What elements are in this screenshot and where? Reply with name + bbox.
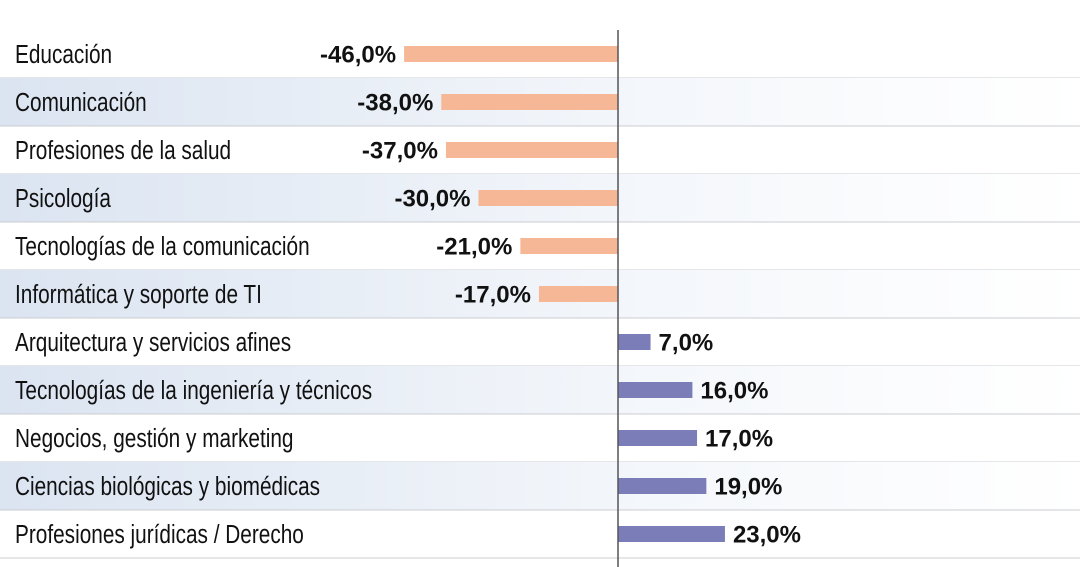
value-label: 17,0% [705, 425, 773, 452]
bar [618, 334, 651, 350]
bar [618, 478, 707, 494]
plot: Educación Comunicación Profesiones de la s… [15, 40, 801, 549]
category-labels: Educación Comunicación Profesiones de la s… [15, 40, 372, 549]
row-stripe [0, 366, 1080, 414]
value-label: 19,0% [714, 473, 782, 500]
value-label: -37,0% [362, 137, 438, 164]
category-label: Negocios, gestión y marketing [15, 424, 293, 453]
category-label: Ciencias biológicas y biomédicas [15, 472, 320, 501]
bar [618, 526, 725, 542]
bar [538, 286, 618, 302]
bar [478, 190, 618, 206]
category-label: Arquitectura y servicios afines [15, 328, 291, 357]
value-label: -30,0% [394, 185, 470, 212]
category-label: Comunicación [15, 88, 147, 117]
row-stripe [0, 462, 1080, 510]
bar [445, 142, 618, 158]
category-label: Tecnologías de la ingeniería y técnicos [15, 376, 372, 405]
category-label: Profesiones jurídicas / Derecho [15, 520, 304, 549]
value-label: -21,0% [436, 233, 512, 260]
bar [404, 46, 618, 62]
category-label: Tecnologías de la comunicación [15, 232, 310, 261]
category-label: Psicología [15, 184, 112, 213]
value-label: -17,0% [455, 281, 531, 308]
bar [618, 382, 693, 398]
bar [618, 430, 698, 446]
bar [520, 238, 618, 254]
value-label: -38,0% [357, 89, 433, 116]
category-label: Informática y soporte de TI [15, 280, 262, 309]
value-label: 16,0% [700, 377, 768, 404]
value-label: -46,0% [320, 41, 396, 68]
category-label: Educación [15, 40, 112, 69]
bar [441, 94, 618, 110]
value-label: 23,0% [733, 521, 801, 548]
category-label: Profesiones de la salud [15, 136, 231, 165]
value-label: 7,0% [659, 329, 714, 356]
